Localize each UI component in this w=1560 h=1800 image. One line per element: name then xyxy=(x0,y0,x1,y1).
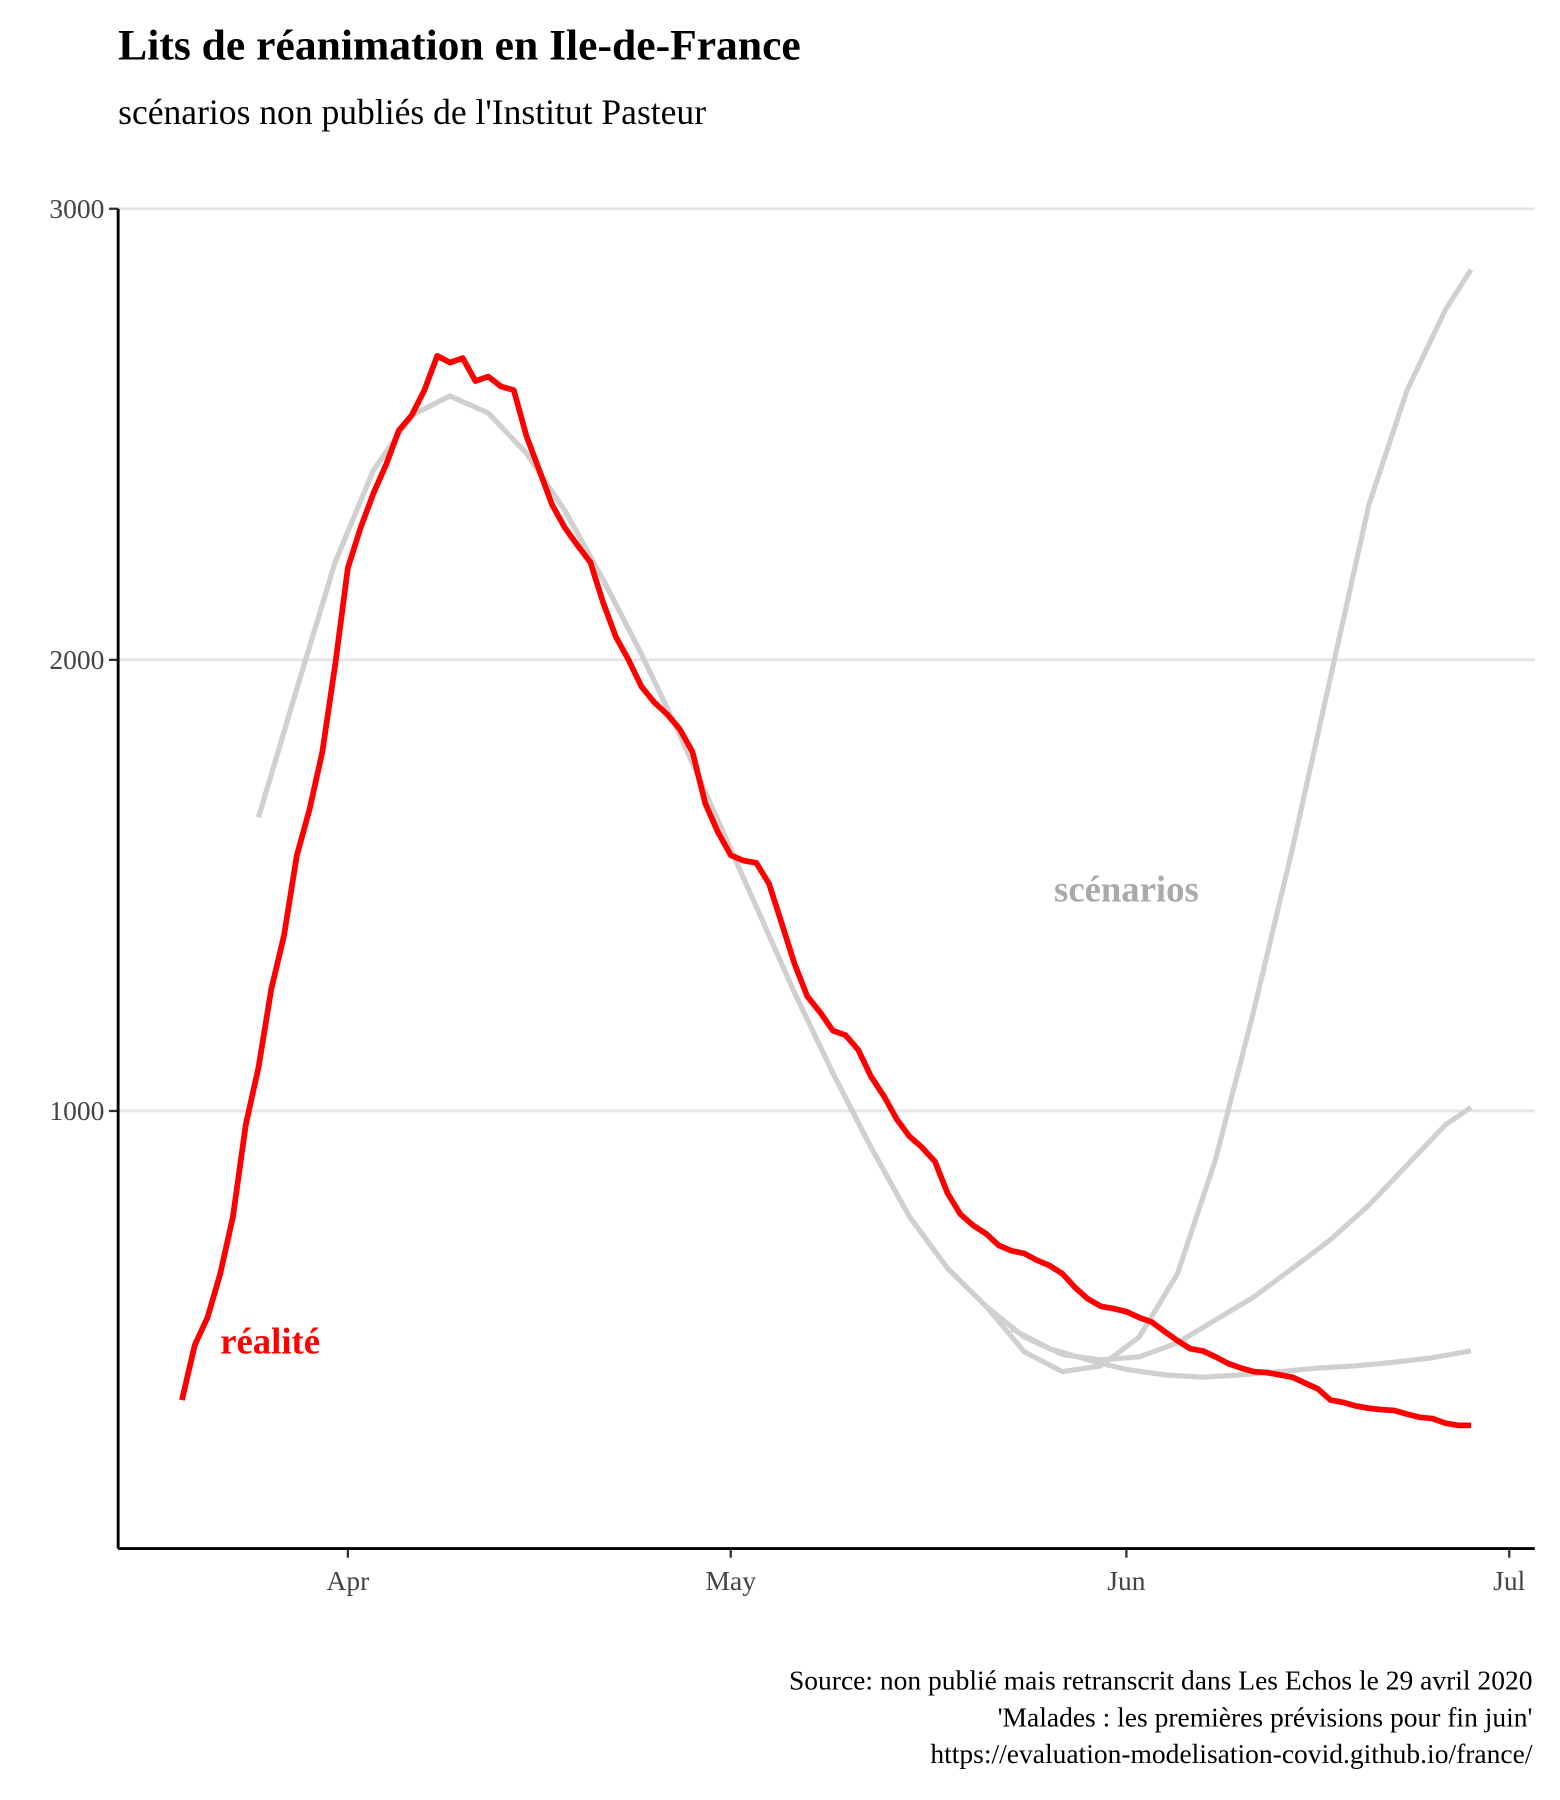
chart-title: Lits de réanimation en Ile-de-France xyxy=(118,22,801,70)
x-tick-label: Jul xyxy=(1493,1565,1525,1596)
caption: https://evaluation-modelisation-covid.gi… xyxy=(930,1738,1533,1769)
series-line xyxy=(256,393,1473,1363)
chart-subtitle: scénarios non publiés de l'Institut Past… xyxy=(118,92,706,132)
annotation: scénarios xyxy=(1054,869,1199,910)
annotation: réalité xyxy=(220,1321,320,1362)
series-line xyxy=(1010,1326,1472,1380)
caption: Source: non publié mais retranscrit dans… xyxy=(789,1665,1533,1696)
x-tick-label: May xyxy=(706,1565,757,1596)
y-tick-label: 2000 xyxy=(49,644,104,675)
caption: 'Malades : les premières prévisions pour… xyxy=(998,1701,1533,1732)
y-tick-label: 1000 xyxy=(49,1095,104,1126)
x-tick-label: Apr xyxy=(326,1565,369,1596)
x-tick-label: Jun xyxy=(1107,1565,1145,1596)
series-line xyxy=(179,352,1471,1429)
plot-area: 1000 2000 3000 Apr May Jun Jul xyxy=(49,193,1535,1596)
y-tick-label: 3000 xyxy=(49,193,104,224)
